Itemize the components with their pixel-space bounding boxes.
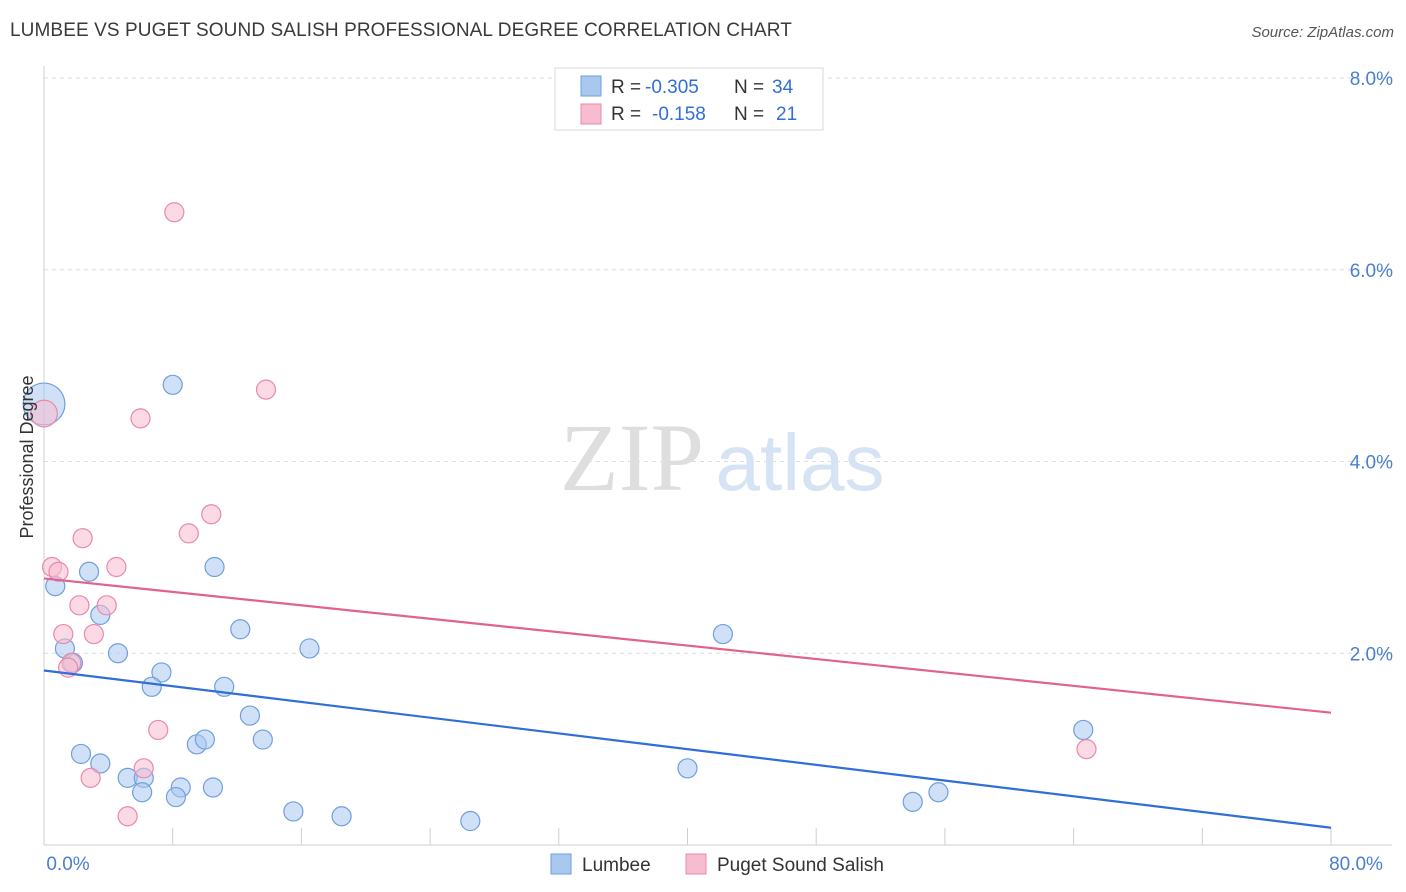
bottom-legend-label-lumbee: Lumbee (582, 855, 651, 876)
y-tick-label-0: 2.0% (1350, 644, 1393, 665)
bottom-legend-label-salish: Puget Sound Salish (717, 855, 884, 876)
point-lumbee-11 (151, 662, 172, 683)
legend-n-value-salish: 21 (776, 104, 797, 125)
point-salish-4 (201, 504, 222, 525)
chart-source: Source: ZipAtlas.com (1251, 24, 1394, 41)
correlation-legend: R = -0.305 N = 34 R = -0.158 N = 21 (554, 67, 824, 131)
legend-swatch-salish (580, 103, 602, 125)
legend-r-value-lumbee: -0.305 (645, 77, 699, 98)
point-lumbee-4 (204, 556, 225, 578)
point-lumbee-10 (107, 643, 129, 664)
legend-r-label-lumbee: R = (611, 77, 641, 98)
bottom-legend-swatch-salish (685, 853, 707, 875)
point-lumbee-7 (299, 638, 320, 659)
legend-r-label-salish: R = (611, 104, 641, 125)
point-lumbee-12 (141, 676, 162, 697)
point-salish-5 (178, 523, 199, 544)
point-salish-20 (1076, 739, 1097, 760)
point-salish-10 (69, 595, 90, 616)
point-lumbee-33 (1073, 719, 1094, 741)
point-lumbee-1 (162, 374, 183, 395)
point-lumbee-3 (78, 561, 100, 582)
trend-line-salish (43, 577, 1332, 714)
y-tick-label-3: 8.0% (1350, 69, 1393, 90)
point-lumbee-14 (239, 705, 261, 726)
gridlines (44, 77, 1392, 654)
legend-n-label-salish: N = (734, 104, 764, 125)
point-salish-19 (117, 806, 138, 827)
point-lumbee-28 (460, 810, 481, 832)
point-lumbee-26 (283, 801, 304, 822)
y-tick-label-1: 4.0% (1350, 453, 1393, 474)
x-tick-label-min: 0.0% (46, 854, 89, 875)
y-tick-label-2: 6.0% (1350, 261, 1393, 282)
point-salish-0 (30, 399, 58, 428)
axes (43, 66, 1392, 846)
series-salish-points (30, 202, 1097, 827)
point-lumbee-18 (70, 743, 92, 765)
point-lumbee-17 (252, 729, 273, 750)
point-lumbee-24 (165, 786, 187, 808)
point-lumbee-25 (202, 777, 224, 798)
point-salish-17 (133, 758, 154, 779)
point-salish-12 (53, 623, 74, 645)
point-lumbee-19 (90, 753, 111, 774)
point-lumbee-27 (331, 806, 352, 827)
point-salish-2 (255, 379, 277, 400)
point-salish-13 (83, 623, 104, 645)
y-tick-labels: 2.0% 4.0% 6.0% 8.0% (1350, 69, 1393, 665)
point-salish-18 (80, 767, 101, 788)
watermark-atlas: atlas (716, 418, 885, 507)
legend-swatch-lumbee (580, 75, 602, 97)
watermark-zip: ZIP (560, 404, 704, 511)
point-lumbee-29 (677, 758, 698, 779)
bottom-legend-swatch-lumbee (550, 853, 572, 875)
legend-r-value-salish: -0.158 (652, 104, 706, 125)
point-salish-11 (96, 595, 117, 616)
chart-title: LUMBEE VS PUGET SOUND SALISH PROFESSIONA… (10, 20, 792, 41)
point-salish-6 (72, 528, 93, 549)
point-lumbee-30 (712, 623, 733, 645)
legend-n-value-lumbee: 34 (772, 77, 794, 98)
point-salish-8 (48, 561, 69, 582)
series-lumbee-points (22, 374, 1094, 832)
legend-n-label-lumbee: N = (734, 77, 764, 98)
series-legend: Lumbee Puget Sound Salish (550, 853, 884, 876)
point-salish-16 (148, 719, 169, 741)
trend-lines (43, 577, 1332, 829)
point-lumbee-32 (928, 782, 949, 803)
trend-line-lumbee (43, 669, 1332, 829)
point-salish-3 (130, 408, 151, 429)
x-tick-label-max: 80.0% (1329, 854, 1383, 875)
y-axis-label: Professional Degree (17, 375, 37, 538)
point-salish-9 (106, 556, 127, 578)
point-lumbee-6 (230, 619, 251, 640)
point-lumbee-31 (902, 791, 923, 812)
point-lumbee-16 (194, 729, 215, 750)
point-salish-1 (164, 202, 185, 223)
point-lumbee-22 (132, 782, 153, 803)
